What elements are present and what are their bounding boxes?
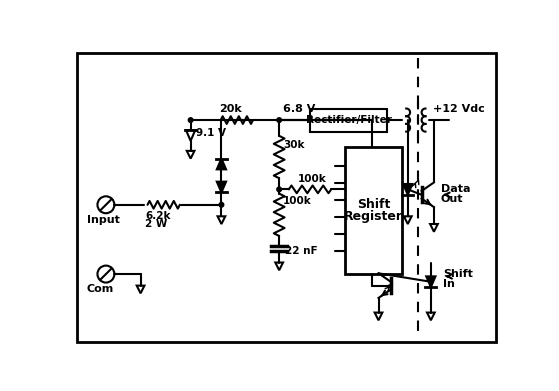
Text: 100k: 100k	[297, 174, 326, 185]
Text: Input: Input	[87, 215, 120, 225]
Polygon shape	[137, 285, 144, 293]
Polygon shape	[217, 182, 226, 192]
Polygon shape	[276, 262, 283, 270]
Polygon shape	[427, 276, 435, 287]
Text: Register: Register	[344, 210, 403, 223]
Circle shape	[277, 187, 282, 192]
Polygon shape	[217, 216, 225, 224]
Polygon shape	[430, 224, 438, 232]
Text: Shift: Shift	[357, 198, 390, 211]
Polygon shape	[187, 151, 195, 159]
Text: 2 W: 2 W	[145, 219, 168, 229]
Text: 100k: 100k	[283, 196, 312, 206]
Circle shape	[277, 118, 282, 122]
Bar	[344, 147, 402, 274]
Text: 30k: 30k	[283, 140, 305, 151]
Polygon shape	[404, 216, 411, 224]
Text: 6.2k: 6.2k	[145, 210, 170, 221]
Polygon shape	[375, 312, 382, 320]
Text: +12 Vdc: +12 Vdc	[433, 104, 485, 113]
Polygon shape	[217, 159, 226, 169]
Bar	[310, 109, 387, 132]
Text: Shift: Shift	[443, 269, 473, 279]
Circle shape	[219, 203, 224, 207]
Text: Data: Data	[441, 185, 470, 194]
Text: Com: Com	[87, 285, 114, 294]
Circle shape	[188, 118, 193, 122]
Text: 9.1 V: 9.1 V	[196, 128, 226, 138]
Polygon shape	[186, 130, 195, 141]
Polygon shape	[427, 312, 435, 320]
Text: Rectifier/Filter: Rectifier/Filter	[306, 115, 391, 125]
Text: In: In	[443, 279, 455, 289]
Text: 22 nF: 22 nF	[285, 246, 318, 256]
Polygon shape	[403, 184, 413, 195]
Text: 6.8 V: 6.8 V	[283, 104, 315, 113]
Text: Out: Out	[441, 194, 463, 204]
Text: 20k: 20k	[219, 104, 242, 113]
